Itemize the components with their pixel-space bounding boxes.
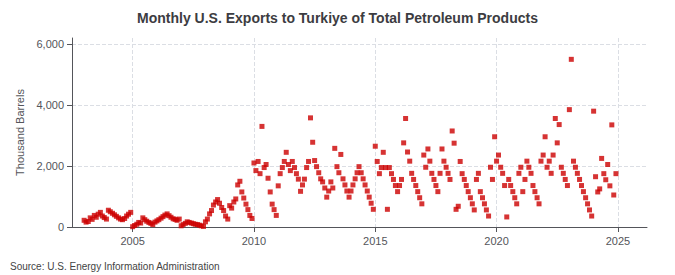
svg-text:Monthly U.S. Exports to Turkiy: Monthly U.S. Exports to Turkiye of Total… <box>137 10 538 26</box>
svg-text:2,000: 2,000 <box>36 160 64 172</box>
svg-text:2010: 2010 <box>242 235 266 247</box>
svg-text:2020: 2020 <box>484 235 508 247</box>
svg-text:4,000: 4,000 <box>36 99 64 111</box>
svg-text:2005: 2005 <box>120 235 144 247</box>
svg-text:0: 0 <box>58 221 64 233</box>
svg-text:6,000: 6,000 <box>36 38 64 50</box>
svg-text:Thousand Barrels: Thousand Barrels <box>14 89 26 176</box>
svg-text:Source: U.S. Energy Informatio: Source: U.S. Energy Information Administ… <box>10 261 220 272</box>
svg-text:2025: 2025 <box>606 235 630 247</box>
svg-text:2015: 2015 <box>363 235 387 247</box>
